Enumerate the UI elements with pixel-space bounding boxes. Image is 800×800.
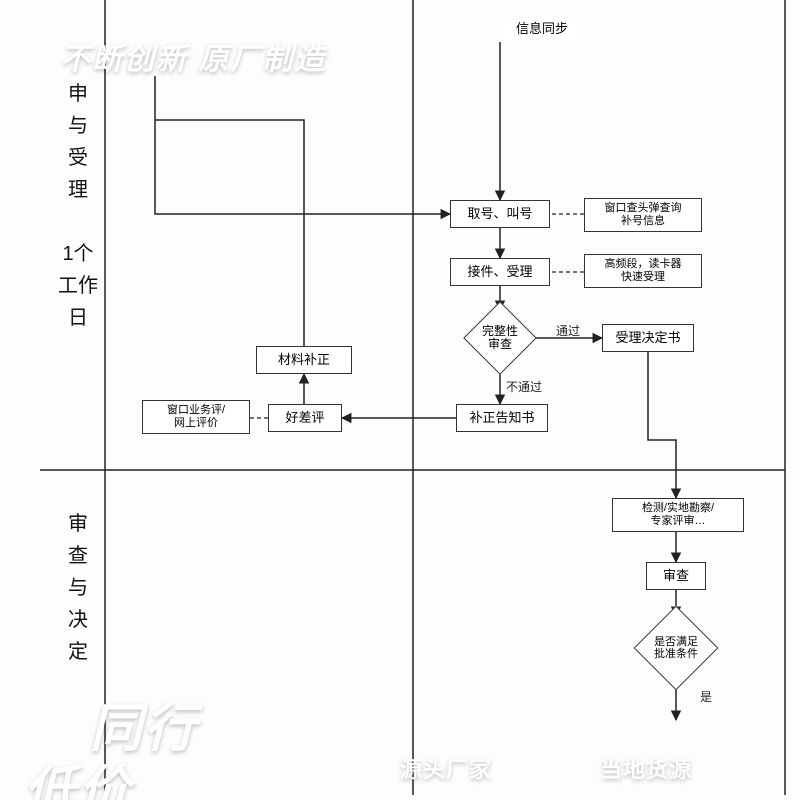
phase-label-1: 申 与 受 理 1个 工作 日 [58,78,98,334]
wm-br1-text: 源头厂家 [400,757,492,782]
phase2-line1: 查 [68,545,88,567]
node-inspect: 检测/实地勘察/ 专家评审… [612,498,744,532]
phase1-line2: 受 [68,147,88,169]
node-mat-fix: 材料补正 [256,346,352,374]
wm-top-left-text: 不断创新 原厂制造 [60,43,326,76]
node-win-eval: 窗口业务评/ 网上评价 [142,400,250,434]
node-complete-check: 完整性 审查 [474,312,526,364]
watermark-top-left: 不断创新 原厂制造 [60,34,326,78]
node-good-review: 好差评 [268,404,342,432]
take-num-label: 取号、叫号 [467,206,532,222]
node-win-query: 窗口查头弹查询 补号信息 [584,198,702,232]
node-reject-doc: 补正告知书 [456,404,548,432]
node-take-num: 取号、叫号 [450,200,550,228]
complete-label: 完整性 审查 [482,325,518,351]
stage: 申 与 受 理 1个 工作 日 审 查 与 决 定 信息同步 取号、叫号 窗口查… [0,0,800,800]
phase1-line0: 申 [68,83,88,105]
node-cond-ok: 是否满足 批准条件 [646,618,706,678]
mat-fix-label: 材料补正 [278,352,330,368]
node-highfreq: 高频段，读卡器 快速受理 [584,254,702,288]
info-sync-label: 信息同步 [516,21,568,37]
edge-label-nopass: 不通过 [506,378,542,395]
cond-ok-label: 是否满足 批准条件 [654,636,698,660]
phase2-line2: 与 [68,577,88,599]
phase2-line0: 审 [68,513,88,535]
node-info-sync: 信息同步 [502,18,582,40]
wm-bottom-big-text: 同行 低价 [24,700,198,800]
edge-nopass-text: 不通过 [506,380,542,394]
phase1-line5: 1个 [62,243,93,265]
good-review-label: 好差评 [285,410,324,426]
phase1-line3: 理 [68,179,88,201]
phase1-line6: 工作 [58,275,98,297]
edge-yes-text: 是 [700,690,712,704]
phase2-line3: 决 [68,609,88,631]
highfreq-label: 高频段，读卡器 快速受理 [605,258,682,284]
watermark-bottom-r1: 源头厂家 [400,752,492,784]
phase1-line1: 与 [68,115,88,137]
phase1-line7: 日 [68,307,88,329]
reject-doc-label: 补正告知书 [469,410,534,426]
inspect-label: 检测/实地勘察/ 专家评审… [642,502,714,528]
edge-label-pass: 通过 [556,322,580,339]
watermark-bottom-big: 同行 低价 [24,636,198,800]
win-eval-label: 窗口业务评/ 网上评价 [167,404,225,430]
wm-br2-text: 当地货源 [600,757,692,782]
node-receive: 接件、受理 [450,258,550,286]
win-query-label: 窗口查头弹查询 补号信息 [605,202,682,228]
receive-label: 接件、受理 [467,264,532,280]
review-label: 审查 [663,568,689,584]
node-review: 审查 [646,562,706,590]
watermark-bottom-r2: 当地货源 [600,752,692,784]
node-accept-doc: 受理决定书 [602,324,694,352]
accept-doc-label: 受理决定书 [615,330,680,346]
edge-label-yes: 是 [700,688,712,705]
edge-pass-text: 通过 [556,324,580,338]
